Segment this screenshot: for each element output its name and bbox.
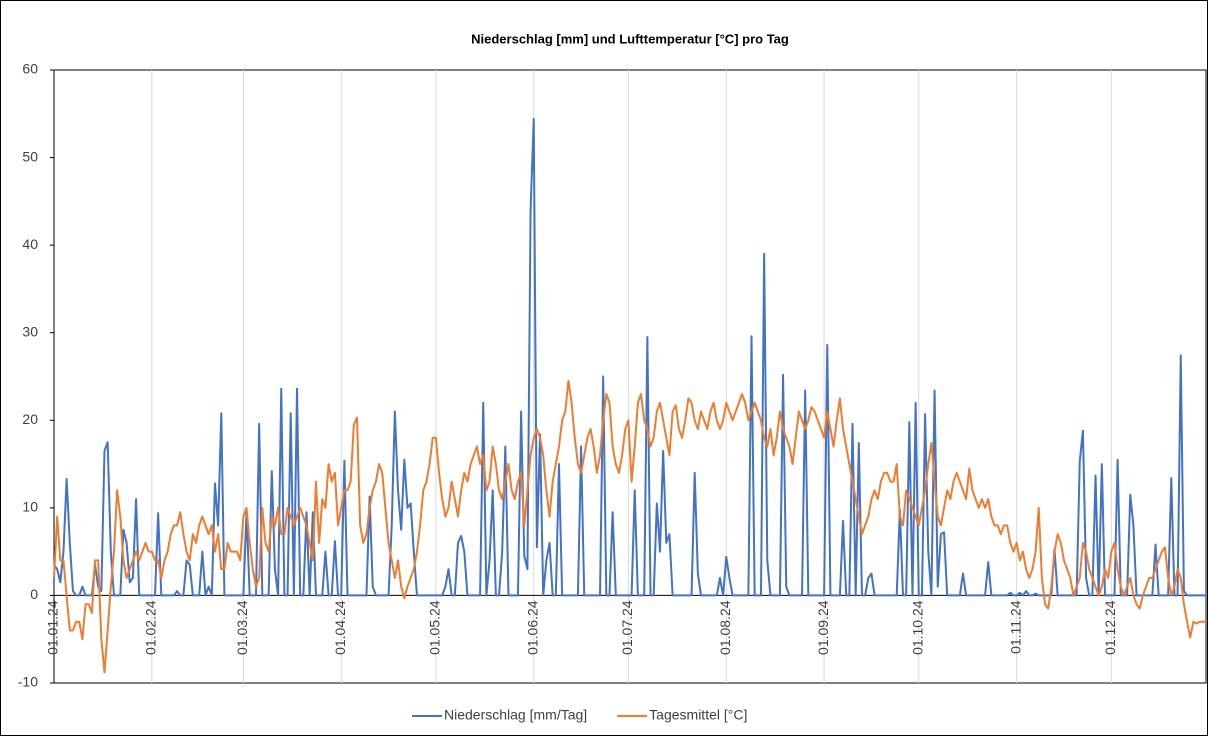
x-tick-label: 01.01.24 — [45, 600, 61, 655]
y-tick-label: -10 — [18, 674, 38, 690]
x-tick-label: 01.12.24 — [1102, 600, 1118, 655]
y-tick-label: 20 — [22, 411, 38, 427]
x-tick-label: 01.09.24 — [815, 600, 831, 655]
x-tick-label: 01.11.24 — [1007, 600, 1023, 654]
y-tick-label: 40 — [22, 236, 38, 252]
legend-label: Niederschlag [mm/Tag] — [444, 707, 587, 723]
plot-area — [53, 69, 1207, 684]
line-series — [53, 379, 1206, 674]
x-tick-label: 01.04.24 — [332, 600, 348, 655]
x-tick-label: 01.08.24 — [717, 600, 733, 655]
legend-label: Tagesmittel [°C] — [649, 707, 747, 723]
y-tick-label: 60 — [22, 61, 38, 77]
x-tick-label: 01.02.24 — [143, 600, 159, 655]
y-tick-label: 0 — [30, 586, 38, 602]
x-tick-label: 01.05.24 — [427, 600, 443, 655]
y-tick-label: 30 — [22, 323, 38, 339]
line-series — [53, 118, 1206, 597]
x-tick-label: 01.06.24 — [524, 600, 540, 655]
chart-title: Niederschlag [mm] und Lufttemperatur [°C… — [471, 31, 789, 46]
y-tick-label: 50 — [22, 148, 38, 164]
x-tick-label: 01.03.24 — [234, 600, 250, 655]
x-tick-label: 01.07.24 — [619, 600, 635, 655]
y-tick-label: 10 — [22, 499, 38, 515]
x-tick-label: 01.10.24 — [909, 600, 925, 655]
